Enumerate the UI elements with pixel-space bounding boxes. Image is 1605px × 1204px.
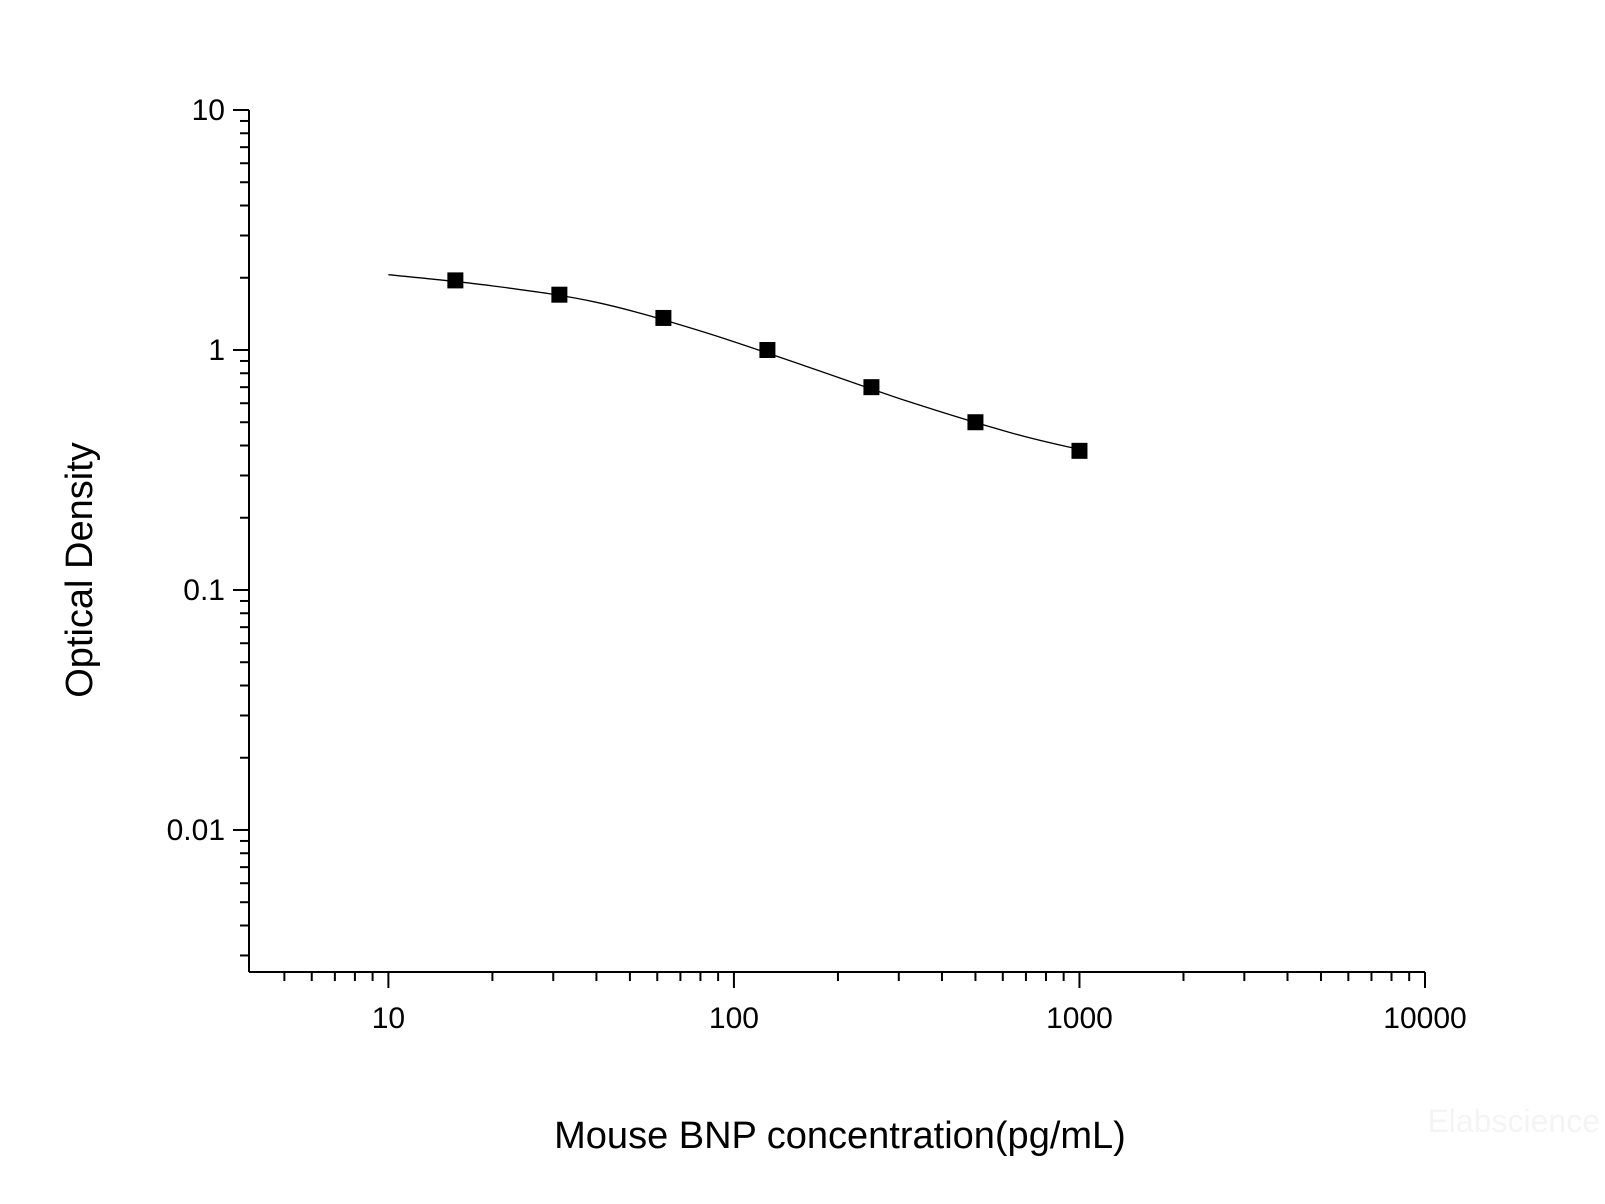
y-axis-title: Optical Density <box>59 442 101 698</box>
data-point <box>1071 442 1088 459</box>
data-point <box>447 272 464 289</box>
data-point <box>759 341 776 358</box>
data-point <box>967 414 984 431</box>
x-axis-title: Mouse BNP concentration(pg/mL) <box>554 1115 1126 1157</box>
fit-curve <box>388 274 1080 451</box>
y-tick-label: 10 <box>192 94 225 127</box>
watermark: Elabscience <box>1427 1103 1600 1139</box>
x-tick-label: 10 <box>372 1002 405 1035</box>
data-point <box>551 286 568 303</box>
x-tick-label: 1000 <box>1046 1002 1113 1035</box>
y-tick-label: 0.1 <box>183 574 225 607</box>
y-tick-label: 1 <box>208 334 225 367</box>
data-point <box>863 379 880 396</box>
x-tick-label: 10000 <box>1383 1002 1466 1035</box>
y-tick-label: 0.01 <box>167 814 225 847</box>
data-point <box>655 309 672 326</box>
x-tick-label: 100 <box>709 1002 759 1035</box>
